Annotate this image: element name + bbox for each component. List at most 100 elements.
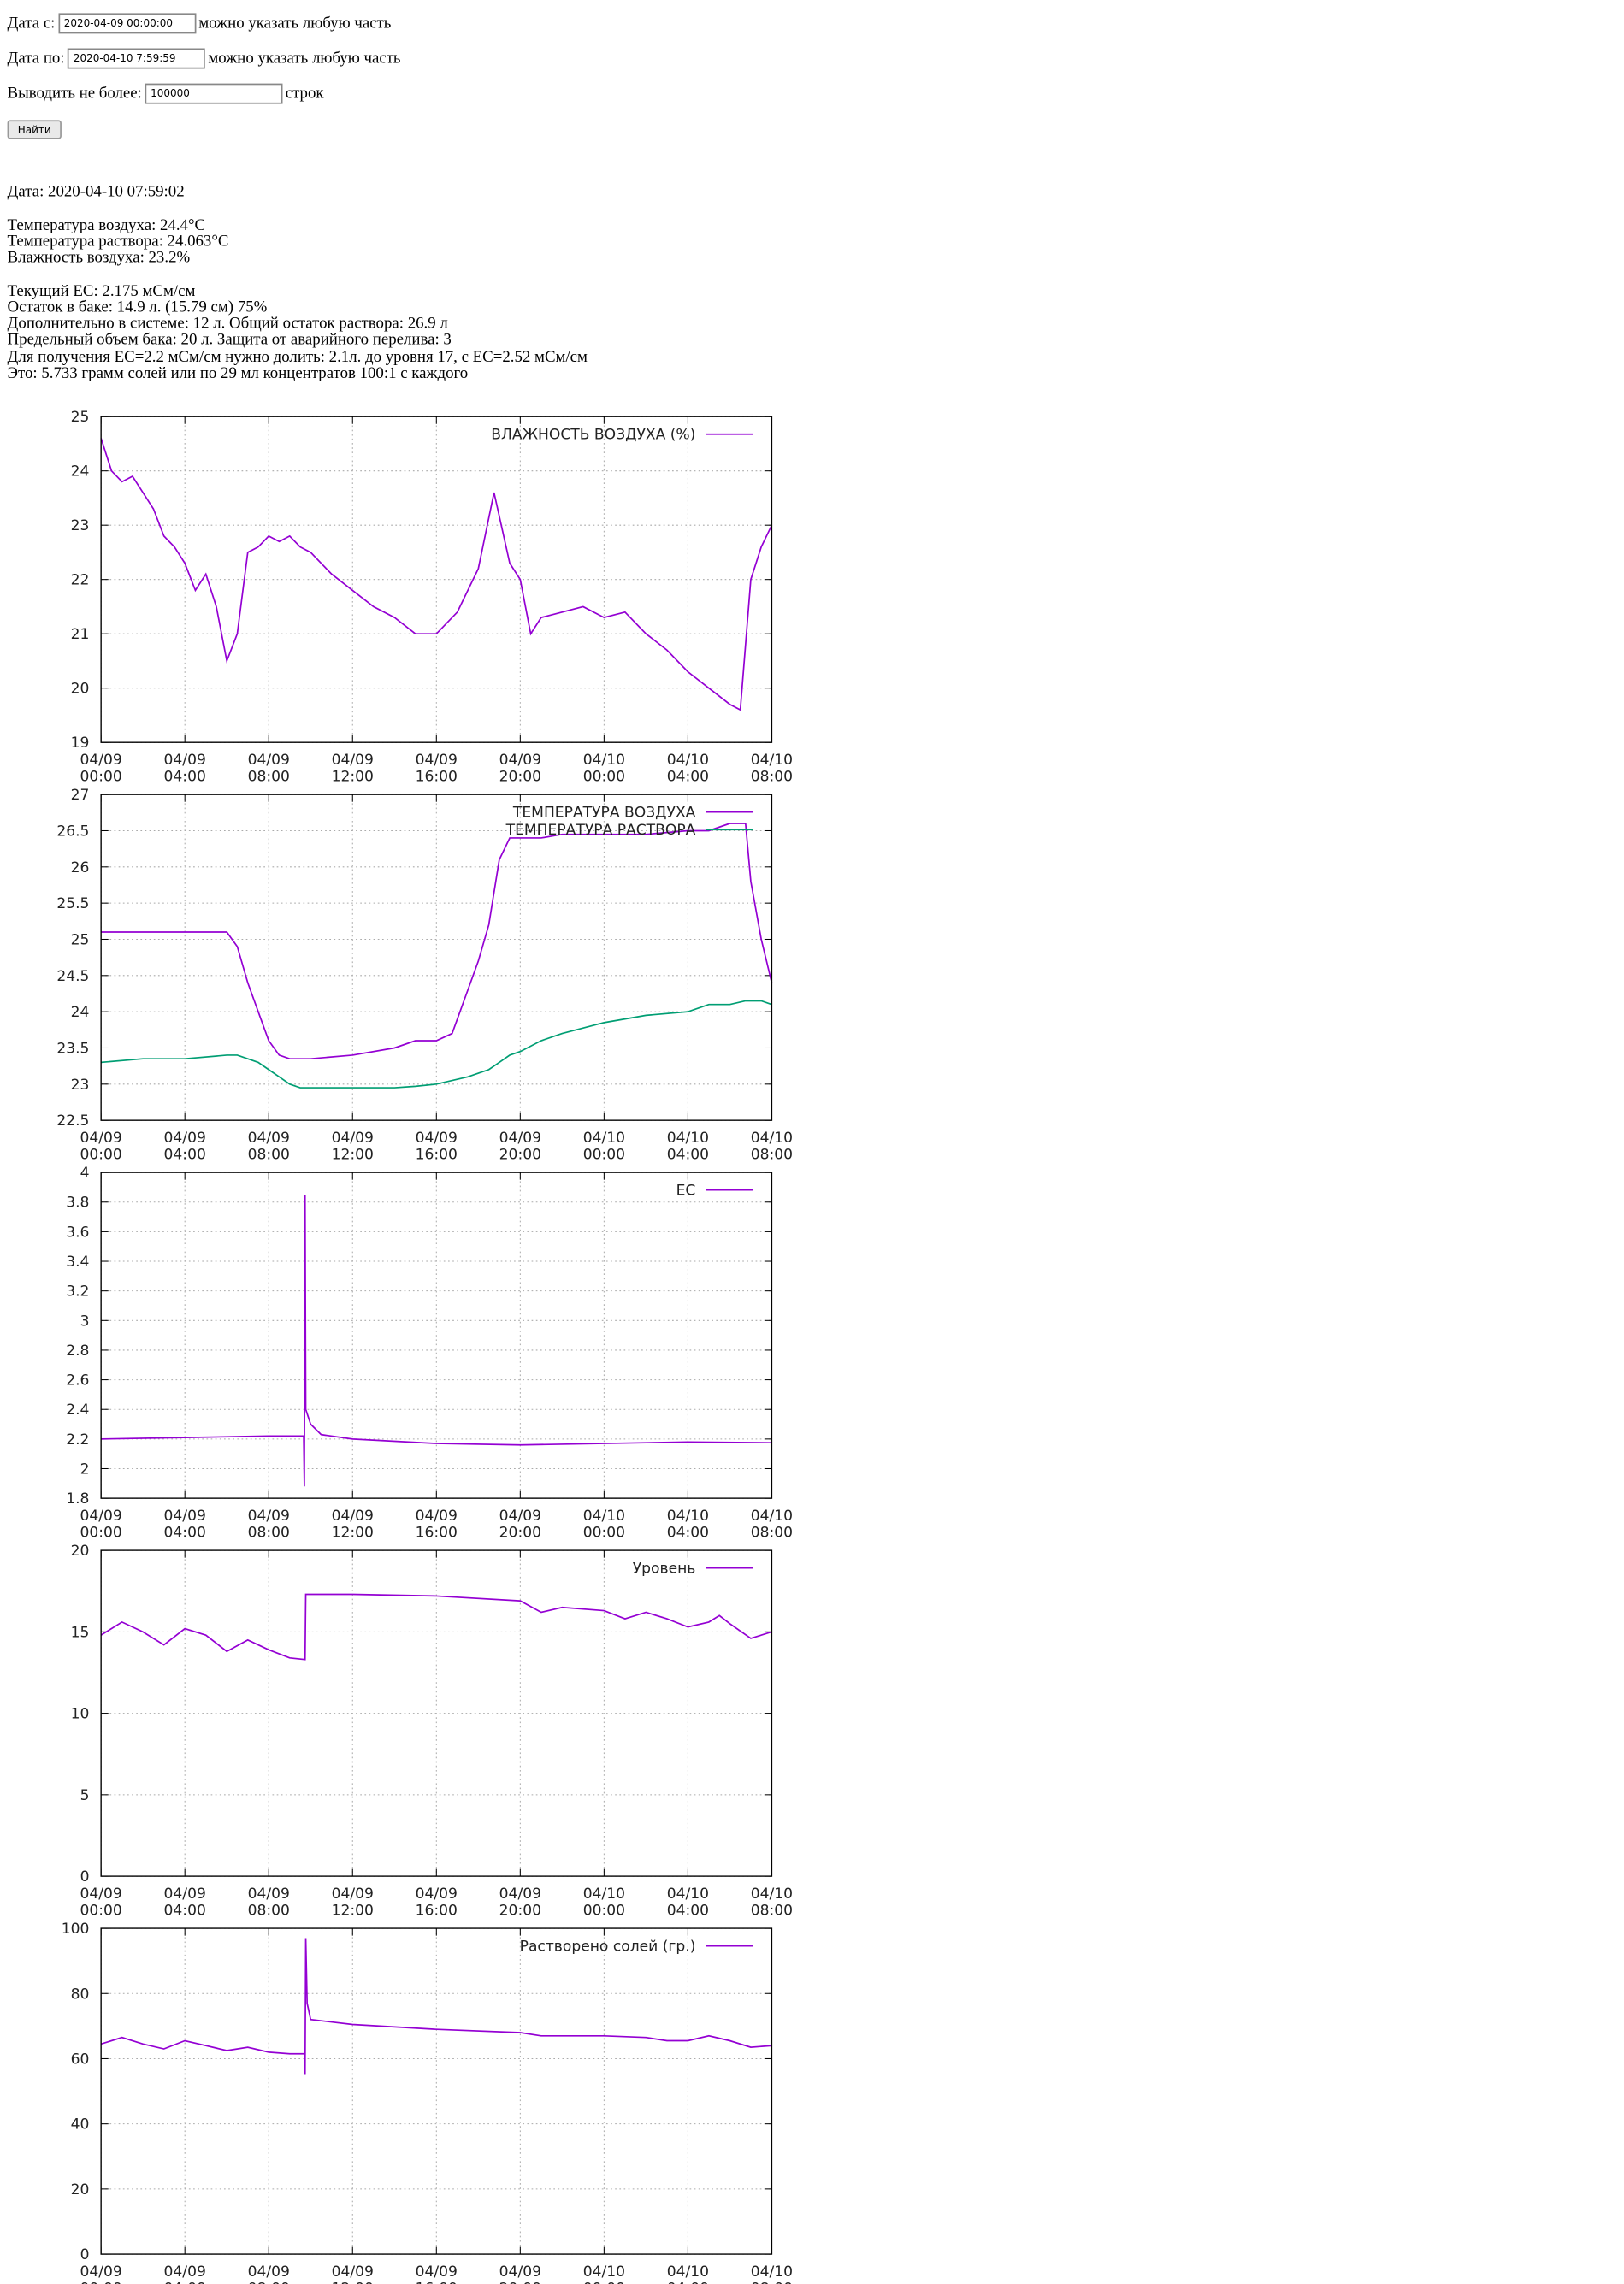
chart: 19 20 21 22 23 24 25 04/09 00:00 04/09 04:00 04/09 0… — [71, 409, 793, 785]
y-tick-label: 100 — [62, 1921, 90, 1938]
data-line — [101, 823, 773, 1060]
y-tick-label: 3.6 — [66, 1224, 89, 1241]
info-line: Остаток в баке: 14.9 л. (15.79 см) 75% — [7, 298, 268, 316]
info-line: Текущий EC: 2.175 мСм/см — [7, 282, 196, 300]
y-tick-label: 3.8 — [66, 1195, 89, 1212]
y-tick-label: 10 — [71, 1706, 90, 1723]
y-tick-label: 21 — [71, 626, 90, 643]
chart: 1.8 2 2.2 2.4 2.6 2.8 3 3.2 3.4 3.6 3.8 4 04/09 00:00… — [66, 1165, 793, 1541]
info-line: Для получения EC=2.2 мСм/см нужно долить… — [7, 347, 588, 366]
y-tick-label: 25 — [71, 409, 90, 426]
plot-border — [100, 416, 773, 743]
y-tick-label: 24.5 — [56, 968, 89, 985]
data-line — [100, 438, 773, 711]
legend-label: Растворено солей (гр.) — [520, 1939, 696, 1956]
y-tick-label: 19 — [71, 735, 90, 752]
y-tick-label: 2.8 — [66, 1343, 89, 1360]
y-tick-label: 1.8 — [66, 1490, 89, 1508]
search-button[interactable]: Найти — [7, 120, 62, 139]
y-tick-label: 23 — [71, 517, 90, 534]
plot-border — [100, 1172, 773, 1499]
y-tick-label: 5 — [80, 1787, 90, 1804]
chart: 0 5 10 15 20 04/09 00:00 04/09 04:00 04/09 08:00 04… — [71, 1543, 793, 1919]
chart: 22.5 23 23.5 24 24.5 25 25.5 26 26.5 27 04/09 00:00… — [56, 787, 793, 1163]
y-tick-label: 3 — [80, 1313, 90, 1330]
date-to-row: Дата по: можно указать любую часть — [8, 47, 401, 70]
y-tick-label: 20 — [71, 681, 90, 698]
date-to-input[interactable] — [67, 49, 205, 70]
limit-row: Выводить не более: строк — [8, 82, 324, 105]
date-from-input[interactable] — [57, 14, 196, 35]
y-tick-label: 40 — [71, 2116, 90, 2134]
legend-label: ТЕМПЕРАТУРА РАСТВОРА — [505, 822, 696, 839]
y-tick-label: 0 — [80, 1868, 90, 1886]
limit-input[interactable] — [145, 84, 283, 105]
y-tick-label: 24 — [71, 1004, 90, 1021]
legend-label: ВЛАЖНОСТЬ ВОЗДУХА (%) — [491, 427, 695, 444]
y-tick-label: 26.5 — [56, 823, 89, 840]
y-tick-label: 3.4 — [66, 1254, 89, 1271]
info-line: Предельный объем бака: 20 л. Защита от а… — [7, 331, 452, 350]
legend-label: Уровень — [633, 1561, 696, 1578]
info-line: Температура раствора: 24.063°C — [7, 233, 229, 251]
plot-border — [100, 1549, 773, 1877]
y-tick-label: 2.2 — [66, 1431, 89, 1449]
y-tick-label: 4 — [80, 1165, 90, 1182]
x-tick-label: 04/1000:00 — [583, 2263, 625, 2284]
y-tick-label: 2.6 — [66, 1372, 89, 1390]
data-line — [101, 1000, 772, 1089]
label: Выводить не более: — [7, 85, 142, 103]
y-tick-label: 80 — [71, 1986, 90, 2003]
plot-border — [100, 794, 773, 1121]
y-tick-label: 23 — [71, 1077, 90, 1094]
info-line: Дополнительно в системе: 12 л. Общий ост… — [7, 315, 448, 333]
y-tick-label: 0 — [80, 2246, 90, 2263]
label: Дата с: — [7, 15, 56, 32]
info-line: Влажность воздуха: 23.2% — [7, 249, 191, 268]
y-tick-label: 2.4 — [66, 1402, 89, 1419]
plot-border — [100, 1927, 773, 2255]
y-tick-label: 20 — [71, 2181, 90, 2198]
data-line — [101, 1195, 772, 1487]
hint: можно указать любую часть — [208, 50, 401, 68]
y-tick-label: 22.5 — [56, 1112, 89, 1130]
